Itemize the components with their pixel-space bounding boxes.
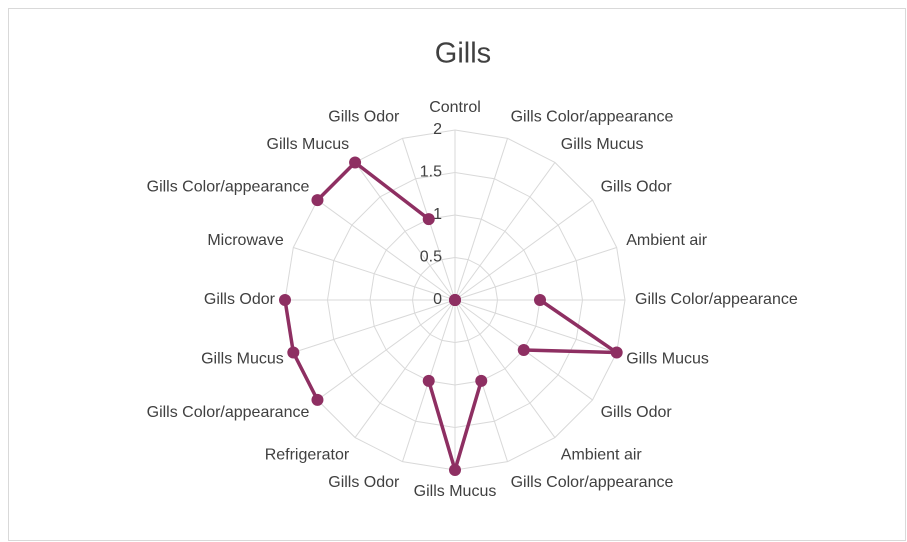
marker <box>449 464 461 476</box>
category-label: Refrigerator <box>265 447 350 464</box>
category-label: Gills Mucus <box>267 136 350 153</box>
category-label: Gills Odor <box>601 178 673 195</box>
category-label: Microwave <box>207 232 284 249</box>
y-tick-label: 1 <box>433 206 442 223</box>
spoke <box>454 246 617 301</box>
spoke <box>454 162 556 301</box>
category-label: Gills Color/appearance <box>147 404 310 421</box>
category-label: Gills Mucus <box>414 483 497 500</box>
y-tick-label: 0.5 <box>420 249 442 266</box>
spoke <box>317 199 456 301</box>
marker <box>287 346 300 359</box>
spoke <box>454 299 617 354</box>
category-label: Gills Odor <box>328 474 400 491</box>
marker <box>534 294 546 306</box>
marker <box>475 374 488 387</box>
category-label: Gills Color/appearance <box>635 291 798 308</box>
marker <box>517 343 530 356</box>
marker <box>349 156 362 169</box>
y-tick-label: 0 <box>433 291 442 308</box>
marker <box>279 294 291 306</box>
category-label: Gills Odor <box>328 109 400 126</box>
category-label: Gills Color/appearance <box>147 178 310 195</box>
marker <box>311 194 324 207</box>
spoke <box>293 246 456 301</box>
y-tick-label: 1.5 <box>420 164 442 181</box>
spoke <box>354 299 456 438</box>
spoke <box>354 162 456 301</box>
category-label: Ambient air <box>561 447 643 464</box>
category-label: Control <box>429 99 481 116</box>
category-label: Gills Mucus <box>561 136 644 153</box>
spoke <box>454 138 509 301</box>
marker <box>422 213 435 226</box>
y-tick-label: 2 <box>433 121 442 138</box>
marker <box>422 374 435 387</box>
chart-frame <box>8 8 906 541</box>
category-label: Ambient air <box>626 232 708 249</box>
spoke <box>293 299 456 354</box>
chart-title: Gills <box>435 38 491 70</box>
marker <box>311 393 324 406</box>
spoke <box>454 199 593 301</box>
category-label: Gills Color/appearance <box>511 474 674 491</box>
spoke <box>317 299 456 401</box>
spoke <box>454 299 556 438</box>
category-label: Gills Mucus <box>626 351 709 368</box>
category-label: Gills Mucus <box>201 351 284 368</box>
category-label: Gills Odor <box>204 291 276 308</box>
category-label: Gills Color/appearance <box>511 109 674 126</box>
marker <box>610 346 623 359</box>
category-label: Gills Odor <box>601 404 673 421</box>
marker <box>449 294 461 306</box>
